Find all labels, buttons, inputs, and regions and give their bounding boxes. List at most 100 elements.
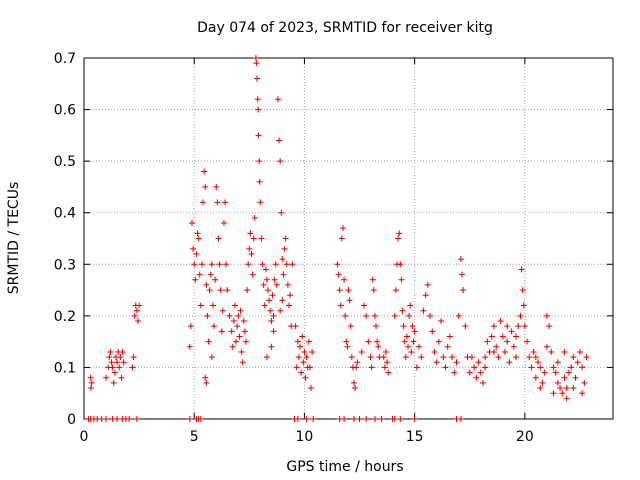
x-tick-label: 15	[406, 429, 424, 445]
data-point	[459, 271, 466, 278]
y-tick-label: 0.5	[54, 154, 76, 170]
data-point	[208, 261, 215, 268]
data-point	[256, 178, 263, 185]
data-point	[197, 416, 204, 422]
data-point	[396, 230, 403, 237]
data-point	[526, 354, 533, 361]
data-point	[352, 385, 359, 392]
data-point	[477, 369, 484, 376]
data-point	[212, 276, 219, 283]
data-point	[308, 385, 315, 392]
data-point	[257, 199, 264, 206]
data-point	[559, 390, 566, 397]
data-point	[343, 338, 350, 345]
plot-frame	[83, 57, 614, 420]
data-point	[506, 359, 513, 366]
data-point	[114, 416, 121, 422]
data-point	[303, 416, 310, 422]
data-point	[284, 281, 291, 288]
data-point	[384, 359, 391, 366]
data-point	[259, 261, 266, 268]
data-point	[238, 348, 245, 355]
data-point	[211, 323, 218, 330]
data-point	[561, 348, 568, 355]
data-point	[266, 297, 273, 304]
data-point	[554, 379, 561, 386]
data-point	[392, 287, 399, 294]
data-point	[298, 369, 305, 376]
data-point	[408, 348, 415, 355]
data-point	[297, 343, 304, 350]
data-point	[371, 312, 378, 319]
y-tick-label: 0.7	[54, 51, 76, 67]
data-point	[270, 328, 277, 335]
data-point	[570, 354, 577, 361]
data-point	[378, 416, 385, 422]
data-point	[479, 379, 486, 386]
chart-title: Day 074 of 2023, SRMTID for receiver kit…	[197, 20, 493, 36]
data-point	[299, 333, 306, 340]
data-point	[504, 338, 511, 345]
data-point	[88, 385, 95, 392]
data-point	[341, 276, 348, 283]
data-point	[373, 323, 380, 330]
data-point	[348, 354, 355, 361]
data-point	[268, 318, 275, 325]
data-point	[217, 287, 224, 294]
data-point	[279, 297, 286, 304]
data-point	[239, 359, 246, 366]
data-point	[493, 343, 500, 350]
data-point	[191, 261, 198, 268]
data-point	[126, 416, 133, 422]
data-point	[354, 359, 361, 366]
data-point	[103, 374, 110, 381]
axis-ticks: 0 0.1 0.2 0.3 0.4 0.5 0.6 0.7 0 5 10 15 20	[54, 51, 613, 445]
data-point	[234, 323, 241, 330]
data-point	[133, 307, 140, 314]
grid-lines	[84, 58, 613, 419]
data-point	[515, 323, 522, 330]
data-point	[335, 271, 342, 278]
data-point	[200, 199, 207, 206]
data-point	[236, 333, 243, 340]
data-point	[277, 307, 284, 314]
data-point	[572, 374, 579, 381]
x-axis-label: GPS time / hours	[286, 459, 403, 475]
data-point	[229, 343, 236, 350]
data-point	[235, 312, 242, 319]
data-point	[535, 359, 542, 366]
data-point	[411, 416, 418, 422]
data-point	[338, 235, 345, 242]
data-point	[224, 287, 231, 294]
data-point	[116, 364, 123, 371]
data-point	[261, 302, 268, 309]
data-point	[475, 359, 482, 366]
data-point	[488, 333, 495, 340]
data-point	[351, 379, 358, 386]
data-point	[277, 158, 284, 165]
data-point	[250, 235, 257, 242]
data-point	[473, 374, 480, 381]
data-point	[416, 343, 423, 350]
data-point	[410, 338, 417, 345]
data-point	[429, 328, 436, 335]
data-point	[550, 364, 557, 371]
data-point	[427, 312, 434, 319]
data-point	[413, 364, 420, 371]
data-point	[189, 220, 196, 227]
data-point	[460, 287, 467, 294]
data-point	[371, 416, 378, 422]
data-point	[484, 338, 491, 345]
data-point	[106, 354, 113, 361]
data-point	[110, 379, 117, 386]
data-point	[570, 385, 577, 392]
data-point	[395, 235, 402, 242]
data-point	[293, 364, 300, 371]
data-point	[216, 261, 223, 268]
data-point	[258, 235, 265, 242]
data-point	[303, 354, 310, 361]
data-point	[513, 354, 520, 361]
data-point	[283, 261, 290, 268]
data-point	[563, 395, 570, 402]
data-point	[482, 354, 489, 361]
